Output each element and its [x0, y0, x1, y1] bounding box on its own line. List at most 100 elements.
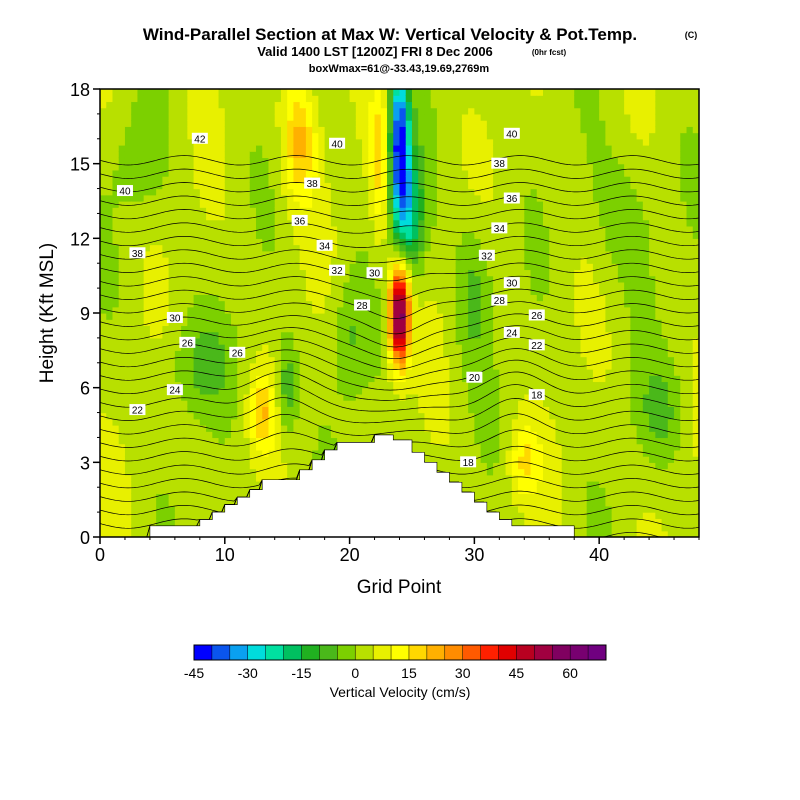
- velocity-cell: [231, 275, 238, 283]
- velocity-cell: [249, 362, 257, 370]
- velocity-cell: [374, 300, 382, 308]
- velocity-cell: [355, 157, 363, 165]
- velocity-cell: [299, 232, 307, 239]
- velocity-cell: [212, 269, 220, 277]
- velocity-cell: [106, 406, 114, 414]
- velocity-cell: [137, 481, 145, 488]
- velocity-cell: [505, 300, 513, 308]
- velocity-cell: [486, 487, 494, 495]
- velocity-cell: [112, 350, 120, 358]
- velocity-cell: [287, 269, 295, 277]
- velocity-cell: [293, 113, 301, 121]
- velocity-cell: [305, 238, 313, 246]
- velocity-cell: [362, 344, 369, 351]
- velocity-cell: [118, 101, 126, 109]
- velocity-cell: [262, 437, 270, 445]
- velocity-cell: [118, 120, 126, 127]
- velocity-cell: [349, 356, 357, 364]
- velocity-cell: [118, 505, 126, 513]
- velocity-cell: [156, 493, 163, 501]
- velocity-cell: [187, 213, 195, 221]
- velocity-cell: [268, 443, 276, 451]
- velocity-cell: [156, 381, 163, 389]
- velocity-cell: [518, 169, 525, 177]
- velocity-cell: [287, 95, 295, 103]
- velocity-cell: [399, 369, 407, 376]
- velocity-cell: [318, 412, 326, 420]
- velocity-cell: [343, 437, 351, 445]
- velocity-cell: [262, 369, 270, 376]
- velocity-cell: [449, 456, 457, 463]
- velocity-cell: [124, 350, 132, 358]
- velocity-cell: [468, 443, 475, 451]
- velocity-cell: [112, 425, 120, 432]
- velocity-cell: [418, 331, 426, 339]
- velocity-cell: [418, 89, 426, 96]
- velocity-cell: [493, 176, 500, 183]
- velocity-cell: [237, 275, 245, 283]
- velocity-cell: [199, 207, 207, 215]
- velocity-cell: [493, 151, 500, 159]
- velocity-cell: [112, 487, 120, 495]
- velocity-cell: [274, 225, 282, 233]
- velocity-cell: [287, 300, 295, 308]
- velocity-cell: [118, 126, 126, 134]
- velocity-cell: [455, 468, 463, 476]
- velocity-cell: [418, 244, 426, 252]
- velocity-cell: [474, 431, 482, 439]
- velocity-cell: [468, 151, 475, 159]
- velocity-cell: [224, 219, 232, 227]
- velocity-cell: [349, 101, 357, 109]
- velocity-cell: [118, 481, 126, 488]
- velocity-cell: [505, 101, 513, 109]
- velocity-cell: [174, 344, 182, 351]
- velocity-cell: [118, 313, 126, 320]
- velocity-cell: [318, 344, 326, 351]
- velocity-cell: [380, 126, 388, 134]
- velocity-cell: [262, 232, 270, 239]
- velocity-cell: [486, 169, 494, 177]
- velocity-cell: [124, 362, 132, 370]
- velocity-cell: [324, 225, 332, 233]
- velocity-cell: [436, 188, 444, 196]
- velocity-cell: [436, 257, 444, 264]
- velocity-cell: [181, 505, 188, 513]
- velocity-cell: [505, 481, 513, 488]
- velocity-cell: [262, 393, 270, 401]
- velocity-cell: [480, 412, 488, 420]
- velocity-cell: [430, 300, 438, 308]
- velocity-cell: [112, 275, 120, 283]
- velocity-cell: [443, 207, 451, 215]
- velocity-cell: [343, 275, 351, 283]
- velocity-cell: [255, 126, 263, 134]
- velocity-cell: [243, 487, 251, 495]
- velocity-cell: [231, 325, 238, 333]
- velocity-cell: [318, 232, 326, 239]
- velocity-cell: [411, 418, 419, 426]
- velocity-cell: [156, 263, 163, 271]
- velocity-cell: [418, 132, 426, 140]
- velocity-cell: [174, 120, 182, 127]
- velocity-cell: [312, 89, 319, 96]
- velocity-cell: [156, 306, 163, 314]
- velocity-cell: [411, 157, 419, 165]
- velocity-cell: [280, 418, 288, 426]
- velocity-cell: [131, 499, 139, 507]
- velocity-cell: [268, 95, 276, 103]
- velocity-cell: [411, 107, 419, 115]
- velocity-cell: [530, 518, 538, 526]
- velocity-cell: [287, 120, 295, 127]
- velocity-cell: [330, 219, 338, 227]
- velocity-cell: [137, 443, 145, 451]
- velocity-cell: [287, 132, 295, 140]
- velocity-cell: [524, 169, 532, 177]
- velocity-cell: [337, 387, 344, 395]
- velocity-cell: [187, 406, 195, 414]
- velocity-cell: [168, 275, 176, 283]
- velocity-cell: [143, 437, 151, 445]
- velocity-cell: [112, 319, 120, 327]
- velocity-cell: [362, 381, 369, 389]
- velocity-cell: [174, 288, 182, 295]
- velocity-cell: [280, 219, 288, 227]
- velocity-cell: [399, 89, 407, 96]
